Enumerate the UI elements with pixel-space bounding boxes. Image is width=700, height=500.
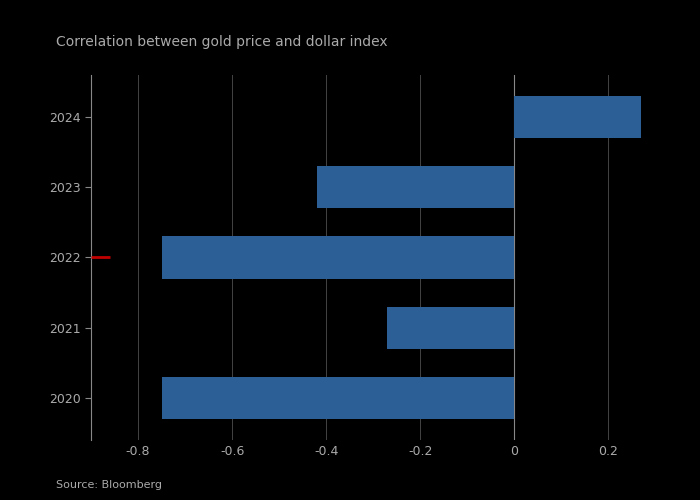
Bar — [317, 166, 514, 208]
Text: Source: Bloomberg: Source: Bloomberg — [56, 480, 162, 490]
Bar — [514, 96, 641, 138]
Bar — [162, 236, 514, 279]
Text: Correlation between gold price and dollar index: Correlation between gold price and dolla… — [56, 35, 388, 49]
Bar — [162, 377, 514, 419]
Bar — [387, 306, 514, 349]
